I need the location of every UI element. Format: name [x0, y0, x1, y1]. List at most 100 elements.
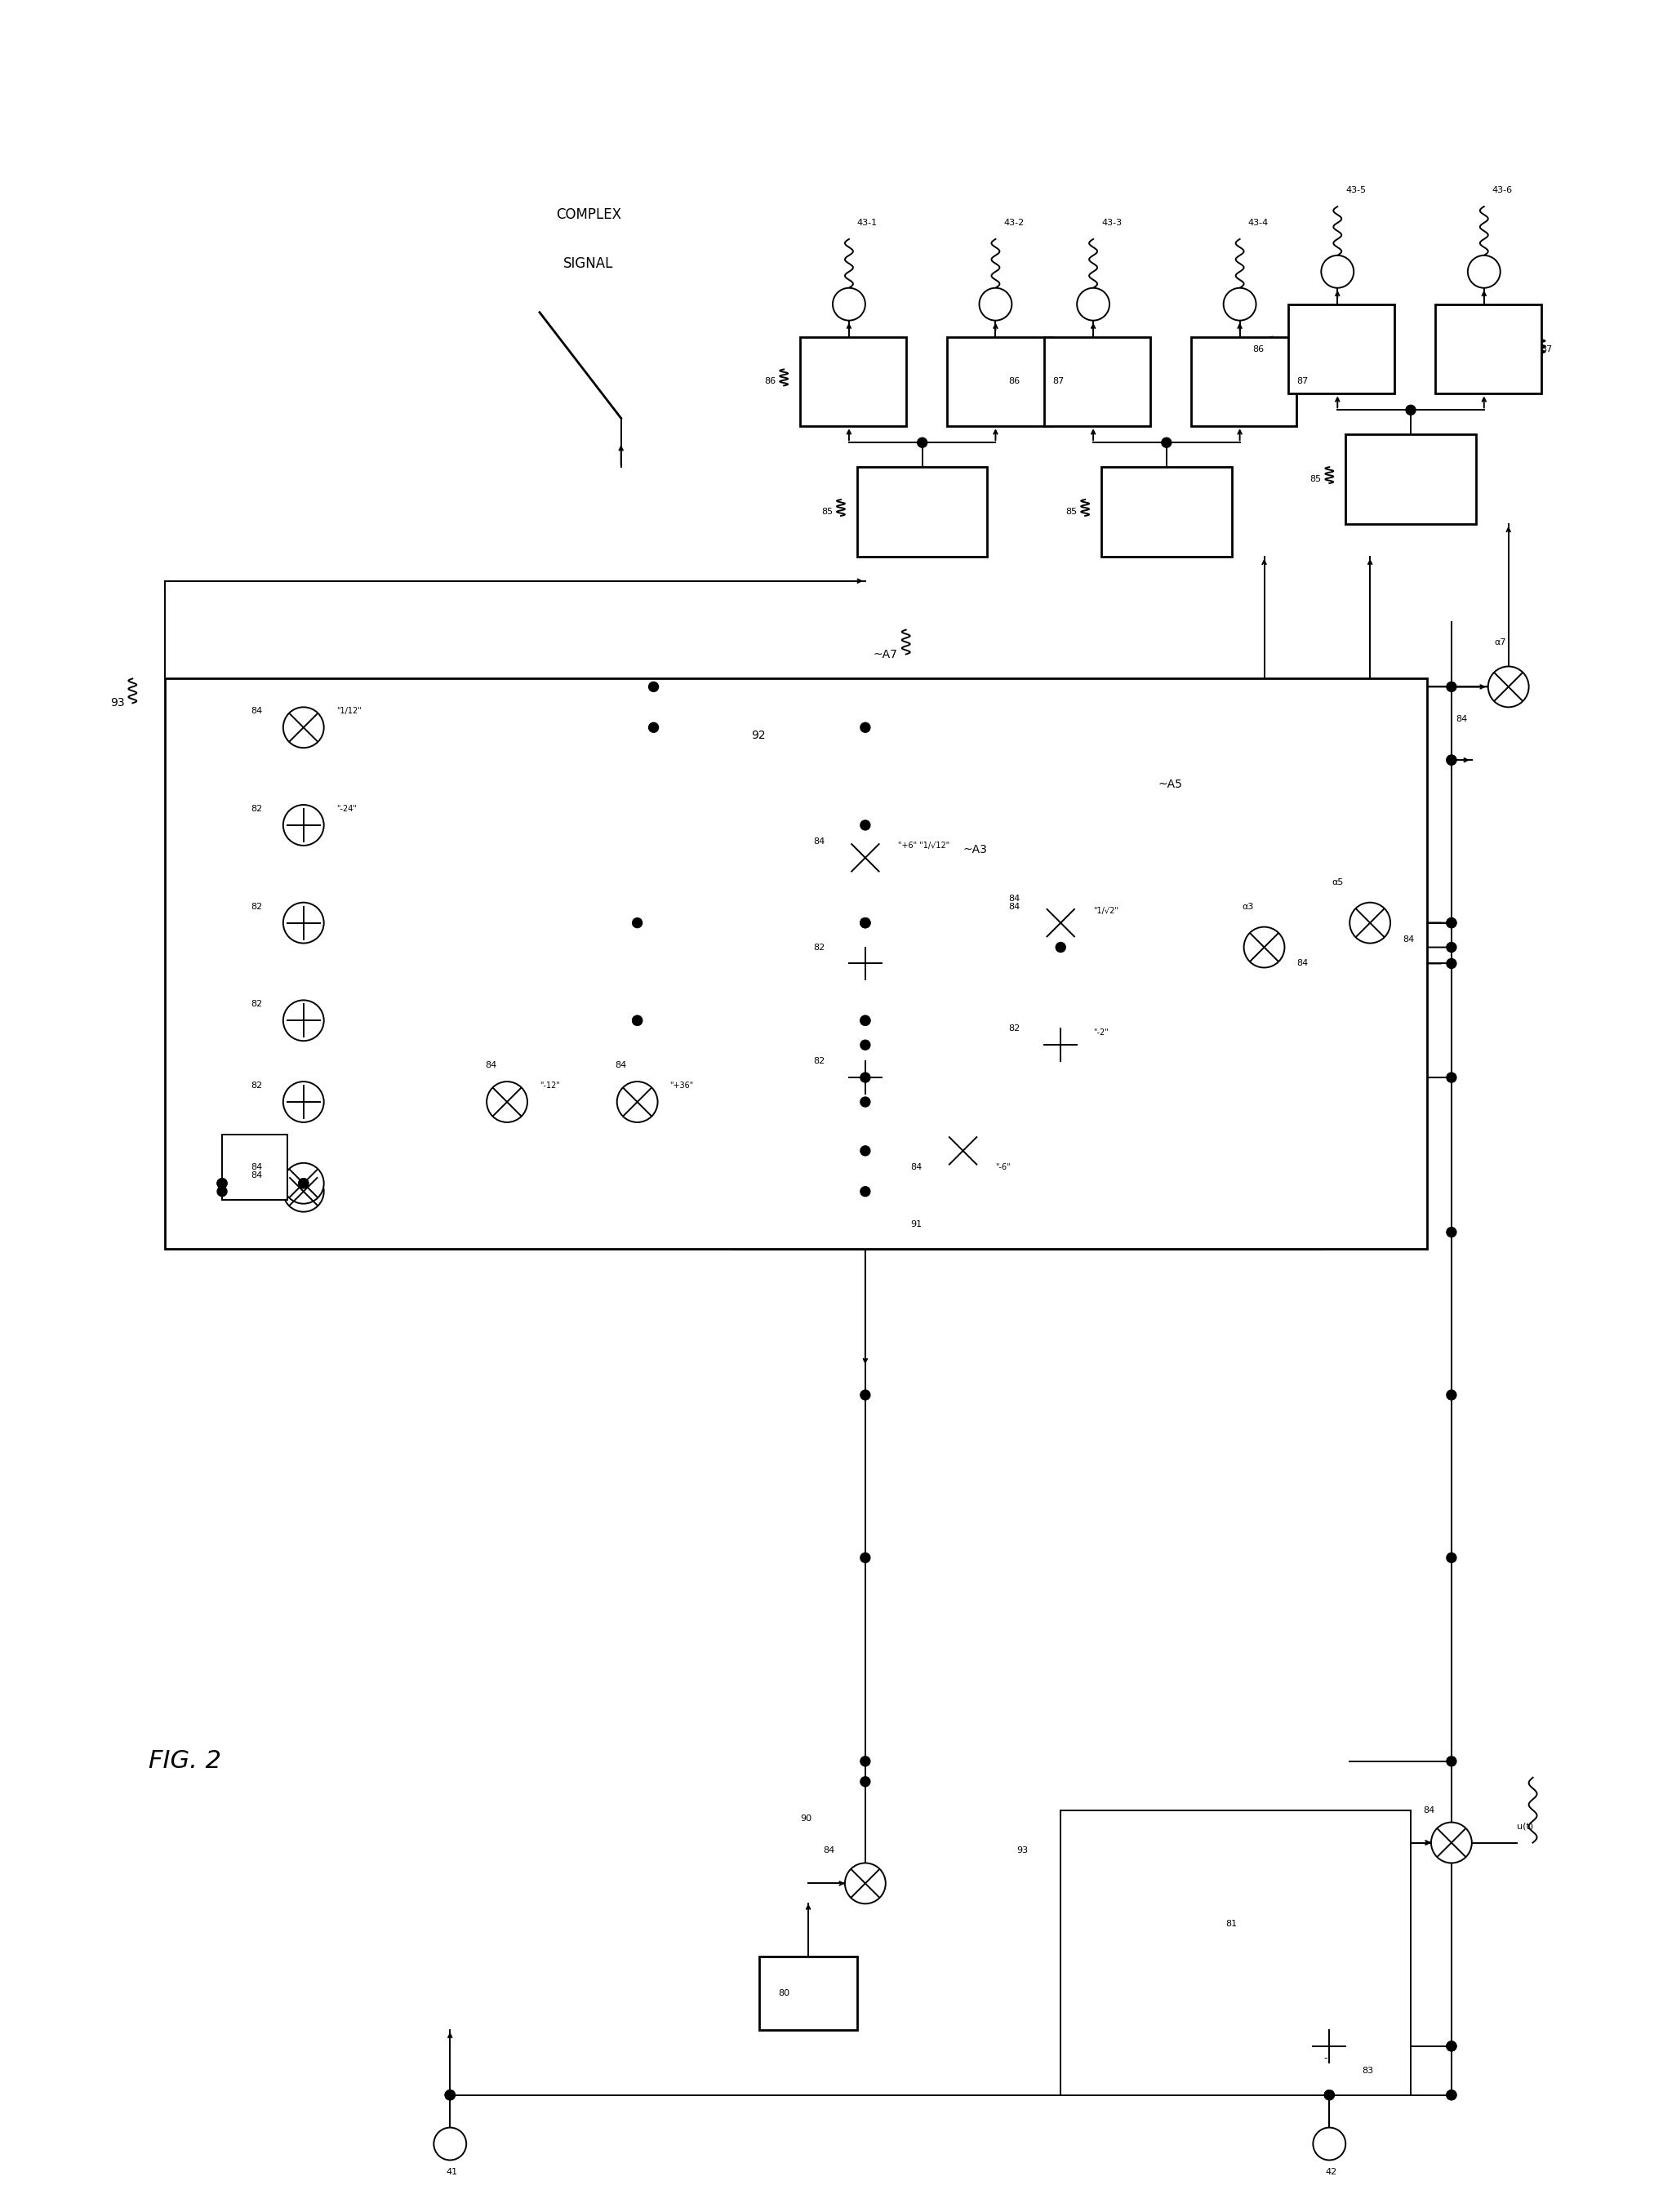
Circle shape [1077, 288, 1110, 321]
Circle shape [860, 723, 870, 732]
Text: α3: α3 [1242, 902, 1254, 911]
Circle shape [1322, 254, 1353, 288]
Circle shape [1406, 405, 1416, 416]
Circle shape [283, 1170, 324, 1212]
Bar [857, 467, 987, 557]
Text: "-6": "-6" [996, 1164, 1011, 1170]
Circle shape [860, 1389, 870, 1400]
Circle shape [860, 1756, 870, 1765]
Circle shape [845, 942, 885, 984]
Circle shape [632, 1015, 642, 1026]
Circle shape [860, 1097, 870, 1106]
Text: "1/12": "1/12" [336, 708, 361, 714]
Bar [801, 336, 906, 427]
Text: 84: 84 [822, 1847, 835, 1856]
Circle shape [632, 1015, 642, 1026]
Text: 92: 92 [751, 730, 766, 741]
Text: 86: 86 [1252, 345, 1264, 354]
Text: 84: 84 [1009, 894, 1021, 902]
Circle shape [1447, 681, 1456, 692]
Circle shape [1447, 754, 1456, 765]
Text: 82: 82 [812, 942, 825, 951]
Circle shape [1447, 918, 1456, 927]
Circle shape [648, 681, 658, 692]
Text: 84: 84 [1456, 714, 1467, 723]
Bar [1207, 1882, 1322, 1964]
Circle shape [845, 1057, 885, 1097]
Circle shape [860, 1015, 870, 1026]
Text: 86: 86 [1009, 378, 1021, 385]
Text: 82: 82 [251, 1082, 263, 1091]
Text: 87: 87 [1052, 378, 1064, 385]
Bar [1102, 467, 1232, 557]
Text: 93: 93 [1017, 1847, 1029, 1856]
Text: 82: 82 [1009, 1024, 1021, 1033]
Bar [734, 761, 1322, 1248]
Circle shape [860, 1015, 870, 1026]
Text: 85: 85 [820, 509, 832, 515]
Text: COMPLEX: COMPLEX [556, 208, 622, 221]
Text: FIG. 2: FIG. 2 [149, 1750, 222, 1774]
Text: -: - [1323, 2053, 1327, 2064]
Circle shape [445, 2090, 455, 2099]
Circle shape [1447, 1756, 1456, 1765]
Circle shape [632, 918, 642, 927]
Text: 83: 83 [1361, 2066, 1373, 2075]
Circle shape [1308, 2026, 1350, 2066]
Circle shape [217, 1179, 227, 1188]
Text: 85: 85 [1310, 476, 1322, 482]
Circle shape [1224, 288, 1255, 321]
Circle shape [445, 2090, 455, 2099]
Circle shape [1447, 1228, 1456, 1237]
Circle shape [1040, 902, 1082, 942]
Text: "1/√2": "1/√2" [1093, 907, 1118, 916]
Text: 84: 84 [812, 838, 825, 845]
Text: 43-4: 43-4 [1247, 219, 1269, 228]
Circle shape [979, 288, 1012, 321]
Text: ~A3: ~A3 [963, 843, 987, 856]
Text: ~A5: ~A5 [1158, 779, 1183, 790]
Circle shape [1447, 2090, 1456, 2099]
Text: 93: 93 [111, 697, 124, 708]
Bar [165, 679, 1427, 1248]
Bar [1436, 305, 1542, 394]
Bar [1060, 1809, 1411, 2095]
Text: 43-5: 43-5 [1346, 186, 1366, 195]
Circle shape [283, 708, 324, 748]
Bar [946, 336, 1052, 427]
Bar [1044, 336, 1150, 427]
Circle shape [1447, 918, 1456, 927]
Text: 84: 84 [911, 1164, 923, 1170]
Circle shape [1325, 2090, 1335, 2099]
Circle shape [283, 1082, 324, 1121]
Circle shape [1489, 666, 1528, 708]
Text: 84: 84 [1403, 936, 1414, 942]
Circle shape [217, 1186, 227, 1197]
Circle shape [1447, 942, 1456, 951]
Circle shape [860, 1073, 870, 1082]
Text: 91: 91 [911, 1221, 923, 1228]
Circle shape [1350, 902, 1391, 942]
Text: 43-6: 43-6 [1492, 186, 1513, 195]
Circle shape [845, 1863, 885, 1905]
Circle shape [617, 1082, 658, 1121]
Circle shape [1447, 2042, 1456, 2051]
Bar [954, 825, 1280, 1192]
Text: ~A7: ~A7 [873, 648, 898, 659]
Bar [1288, 305, 1394, 394]
Text: 87: 87 [1542, 345, 1553, 354]
Bar [759, 1958, 857, 2031]
Text: 85: 85 [1065, 509, 1077, 515]
Text: α5: α5 [1331, 878, 1343, 887]
Text: 43-2: 43-2 [1004, 219, 1024, 228]
Bar [222, 1135, 288, 1199]
Text: 84: 84 [1424, 1805, 1436, 1814]
Text: 42: 42 [1325, 2168, 1336, 2177]
Text: 84: 84 [251, 708, 263, 714]
Circle shape [283, 805, 324, 845]
Text: 90: 90 [801, 1814, 812, 1823]
Text: 86: 86 [764, 378, 776, 385]
Text: 81: 81 [1226, 1920, 1237, 1929]
Text: 84: 84 [615, 1062, 627, 1068]
Circle shape [860, 1553, 870, 1562]
